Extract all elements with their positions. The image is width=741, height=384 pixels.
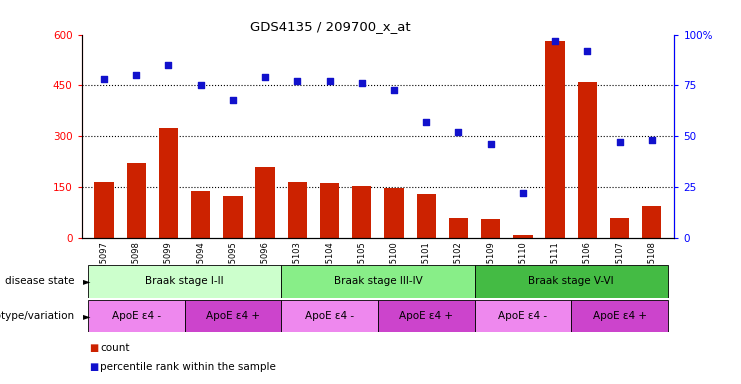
Point — [646, 137, 658, 144]
Text: ►: ► — [83, 276, 90, 286]
Point — [356, 80, 368, 86]
Point — [420, 119, 432, 125]
Text: ApoE ε4 -: ApoE ε4 - — [499, 311, 548, 321]
Bar — [571, 300, 668, 332]
Text: ►: ► — [83, 311, 90, 321]
Point — [485, 141, 496, 147]
Point — [549, 38, 561, 44]
Point — [227, 97, 239, 103]
Point — [517, 190, 529, 196]
Point — [98, 76, 110, 83]
Text: Braak stage III-IV: Braak stage III-IV — [333, 276, 422, 286]
Text: Braak stage I-II: Braak stage I-II — [145, 276, 224, 286]
Bar — [545, 41, 565, 238]
Bar — [416, 194, 436, 238]
Text: genotype/variation: genotype/variation — [0, 311, 74, 321]
Bar — [159, 128, 178, 238]
Bar — [282, 300, 378, 332]
Bar — [610, 218, 629, 238]
Bar — [320, 183, 339, 238]
Point — [388, 86, 400, 93]
Text: ApoE ε4 +: ApoE ε4 + — [399, 311, 453, 321]
Point — [130, 72, 142, 78]
Bar — [385, 188, 404, 238]
Text: ApoE ε4 -: ApoE ε4 - — [112, 311, 161, 321]
Bar — [474, 265, 668, 298]
Bar — [449, 218, 468, 238]
Bar — [378, 300, 474, 332]
Point — [259, 74, 271, 80]
Bar — [185, 300, 282, 332]
Text: ApoE ε4 +: ApoE ε4 + — [593, 311, 647, 321]
Bar — [88, 265, 282, 298]
Text: ApoE ε4 +: ApoE ε4 + — [206, 311, 260, 321]
Text: ApoE ε4 -: ApoE ε4 - — [305, 311, 354, 321]
Text: Braak stage V-VI: Braak stage V-VI — [528, 276, 614, 286]
Bar — [288, 182, 307, 238]
Bar — [282, 265, 474, 298]
Text: count: count — [100, 343, 130, 353]
Point — [195, 83, 207, 89]
Text: disease state: disease state — [4, 276, 74, 286]
Bar — [514, 235, 533, 238]
Text: percentile rank within the sample: percentile rank within the sample — [100, 362, 276, 372]
Bar — [127, 164, 146, 238]
Point — [291, 78, 303, 84]
Bar — [256, 167, 275, 238]
Text: ■: ■ — [89, 362, 98, 372]
Bar — [88, 300, 185, 332]
Bar — [352, 185, 371, 238]
Bar — [474, 300, 571, 332]
Point — [324, 78, 336, 84]
Bar — [578, 82, 597, 238]
Bar — [94, 182, 113, 238]
Point — [614, 139, 625, 146]
Point — [582, 48, 594, 54]
Point — [453, 129, 465, 135]
Title: GDS4135 / 209700_x_at: GDS4135 / 209700_x_at — [250, 20, 411, 33]
Point — [162, 62, 174, 68]
Bar — [642, 206, 662, 238]
Bar — [223, 196, 242, 238]
Bar — [481, 219, 500, 238]
Text: ■: ■ — [89, 343, 98, 353]
Bar — [191, 190, 210, 238]
